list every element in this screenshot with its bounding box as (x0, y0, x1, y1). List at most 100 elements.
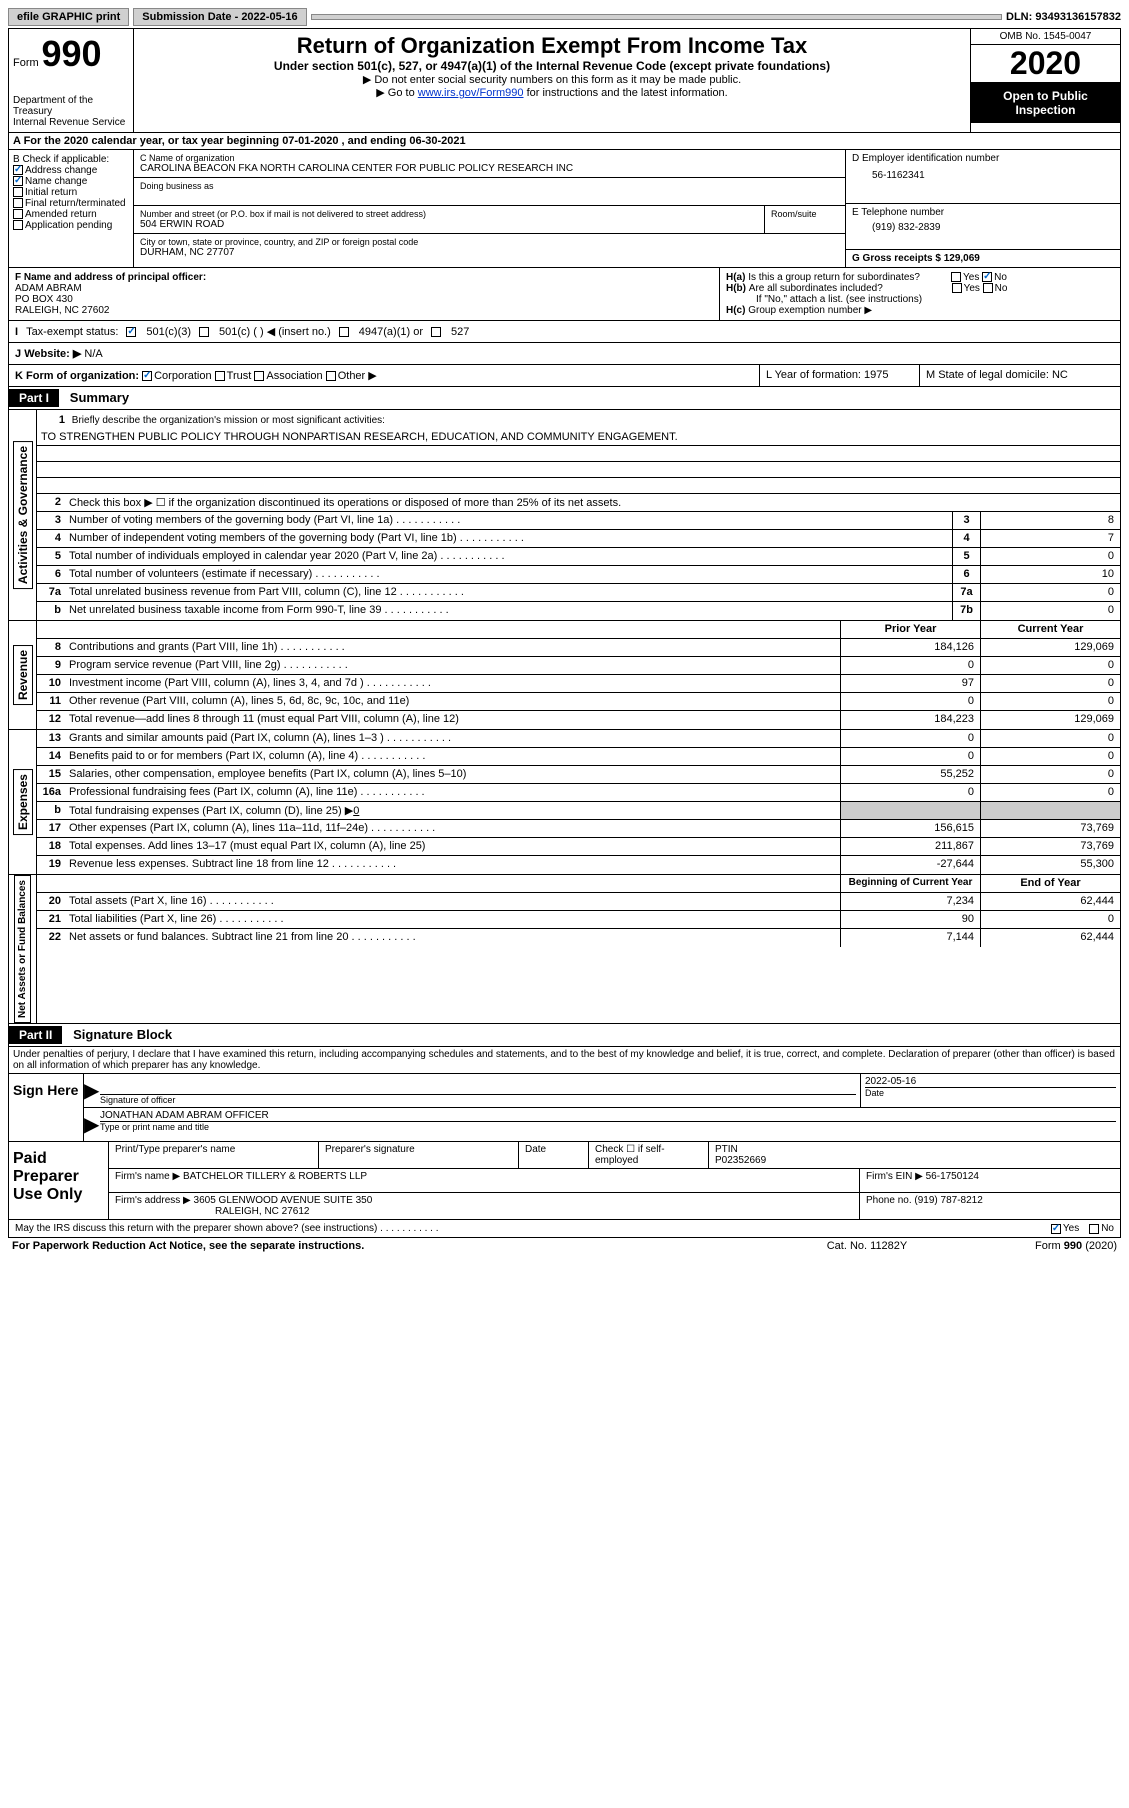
check-trust[interactable] (215, 371, 225, 381)
line13-text: Grants and similar amounts paid (Part IX… (65, 730, 840, 747)
ein-label: D Employer identification number (852, 153, 1114, 164)
section-a-period: A For the 2020 calendar year, or tax yea… (8, 133, 1121, 150)
line3-val: 8 (980, 512, 1120, 529)
line9-prior: 0 (840, 657, 980, 674)
part1-title: Summary (62, 390, 129, 405)
line7b-text: Net unrelated business taxable income fr… (65, 602, 952, 620)
check-initial[interactable] (13, 187, 23, 197)
line1-text: Briefly describe the organization's miss… (72, 415, 385, 426)
line8-prior: 184,126 (840, 639, 980, 656)
officer-printed-name: JONATHAN ADAM ABRAM OFFICER (100, 1110, 1116, 1121)
dba-label: Doing business as (140, 181, 839, 191)
ha-yes[interactable] (951, 272, 961, 282)
line18-prior: 211,867 (840, 838, 980, 855)
check-amended[interactable] (13, 209, 23, 219)
org-name-label: C Name of organization (140, 153, 839, 163)
check-final[interactable] (13, 198, 23, 208)
line21-text: Total liabilities (Part X, line 26) (65, 911, 840, 928)
paid-preparer-label: Paid Preparer Use Only (9, 1142, 109, 1219)
discuss-yes-check[interactable] (1051, 1224, 1061, 1234)
check-corp[interactable] (142, 371, 152, 381)
city-label: City or town, state or province, country… (140, 237, 839, 247)
line10-current: 0 (980, 675, 1120, 692)
perjury-text: Under penalties of perjury, I declare th… (8, 1047, 1121, 1074)
line18-text: Total expenses. Add lines 13–17 (must eq… (65, 838, 840, 855)
dept-treasury: Department of the Treasury (13, 95, 129, 117)
sign-here-label: Sign Here (9, 1074, 84, 1141)
phone-value: (919) 832-2839 (852, 218, 1114, 237)
line4-val: 7 (980, 530, 1120, 547)
info-grid: B Check if applicable: Address change Na… (8, 150, 1121, 268)
check-assoc[interactable] (254, 371, 264, 381)
discuss-no-check[interactable] (1089, 1224, 1099, 1234)
ha-no[interactable] (982, 272, 992, 282)
line11-current: 0 (980, 693, 1120, 710)
part1-header: Part I (9, 389, 59, 407)
col-b-checkboxes: B Check if applicable: Address change Na… (9, 150, 134, 267)
prep-name-label: Print/Type preparer's name (109, 1142, 319, 1168)
line3-text: Number of voting members of the governin… (65, 512, 952, 529)
line16b-gray2 (980, 802, 1120, 819)
org-address: 504 ERWIN ROAD (140, 219, 758, 230)
sign-here-section: Sign Here ▶ Signature of officer 2022-05… (8, 1074, 1121, 1142)
check-4947[interactable] (339, 327, 349, 337)
line7a-text: Total unrelated business revenue from Pa… (65, 584, 952, 601)
governance-section: Activities & Governance 1 Briefly descri… (8, 410, 1121, 621)
line22-end: 62,444 (980, 929, 1120, 947)
line4-text: Number of independent voting members of … (65, 530, 952, 547)
officer-addr1: PO BOX 430 (15, 294, 713, 305)
check-501c[interactable] (199, 327, 209, 337)
form-label: Form (13, 57, 39, 69)
line16b-gray1 (840, 802, 980, 819)
website-row: J Website: ▶ N/A (8, 343, 1121, 365)
instruct-ssn: ▶ Do not enter social security numbers o… (138, 73, 966, 86)
line16a-prior: 0 (840, 784, 980, 801)
ha-label: H(a) (726, 272, 745, 283)
line5-text: Total number of individuals employed in … (65, 548, 952, 565)
self-employed-check: Check ☐ if self-employed (589, 1142, 709, 1168)
line20-end: 62,444 (980, 893, 1120, 910)
netassets-vlabel: Net Assets or Fund Balances (14, 875, 31, 1023)
firm-ein-label: Firm's EIN ▶ (866, 1171, 923, 1182)
check-527[interactable] (431, 327, 441, 337)
efile-button[interactable]: efile GRAPHIC print (8, 8, 129, 26)
irs-link[interactable]: www.irs.gov/Form990 (418, 87, 524, 99)
col-c-org-info: C Name of organization CAROLINA BEACON F… (134, 150, 845, 267)
line8-text: Contributions and grants (Part VIII, lin… (65, 639, 840, 656)
begin-year-hdr: Beginning of Current Year (840, 875, 980, 892)
instruct-link: ▶ Go to www.irs.gov/Form990 for instruct… (138, 86, 966, 99)
col-d-contact: D Employer identification number 56-1162… (845, 150, 1120, 267)
line7b-val: 0 (980, 602, 1120, 620)
arrow-icon: ▶ (84, 1074, 96, 1107)
line19-current: 55,300 (980, 856, 1120, 874)
check-pending[interactable] (13, 220, 23, 230)
firm-phone: (919) 787-8212 (914, 1195, 982, 1206)
line21-end: 0 (980, 911, 1120, 928)
footer-center: Cat. No. 11282Y (767, 1240, 967, 1252)
dept-irs: Internal Revenue Service (13, 117, 129, 128)
check-501c3[interactable] (126, 327, 136, 337)
line17-text: Other expenses (Part IX, column (A), lin… (65, 820, 840, 837)
line14-text: Benefits paid to or for members (Part IX… (65, 748, 840, 765)
hb-yes[interactable] (952, 283, 962, 293)
footer-right: Form 990 (2020) (967, 1240, 1117, 1252)
sig-officer-label: Signature of officer (100, 1094, 856, 1105)
hc-label: H(c) (726, 305, 745, 316)
line19-prior: -27,644 (840, 856, 980, 874)
firm-phone-label: Phone no. (866, 1195, 912, 1206)
line20-text: Total assets (Part X, line 16) (65, 893, 840, 910)
open-public-badge: Open to Public Inspection (971, 83, 1120, 123)
check-addr-change[interactable] (13, 165, 23, 175)
hb-note: If "No," attach a list. (see instruction… (726, 294, 1114, 305)
line12-current: 129,069 (980, 711, 1120, 729)
line18-current: 73,769 (980, 838, 1120, 855)
hb-no[interactable] (983, 283, 993, 293)
check-name-change[interactable] (13, 176, 23, 186)
line9-current: 0 (980, 657, 1120, 674)
omb-number: OMB No. 1545-0047 (971, 29, 1120, 45)
line5-val: 0 (980, 548, 1120, 565)
check-other[interactable] (326, 371, 336, 381)
line17-prior: 156,615 (840, 820, 980, 837)
gross-receipts: G Gross receipts $ 129,069 (852, 253, 980, 264)
current-year-hdr: Current Year (980, 621, 1120, 638)
